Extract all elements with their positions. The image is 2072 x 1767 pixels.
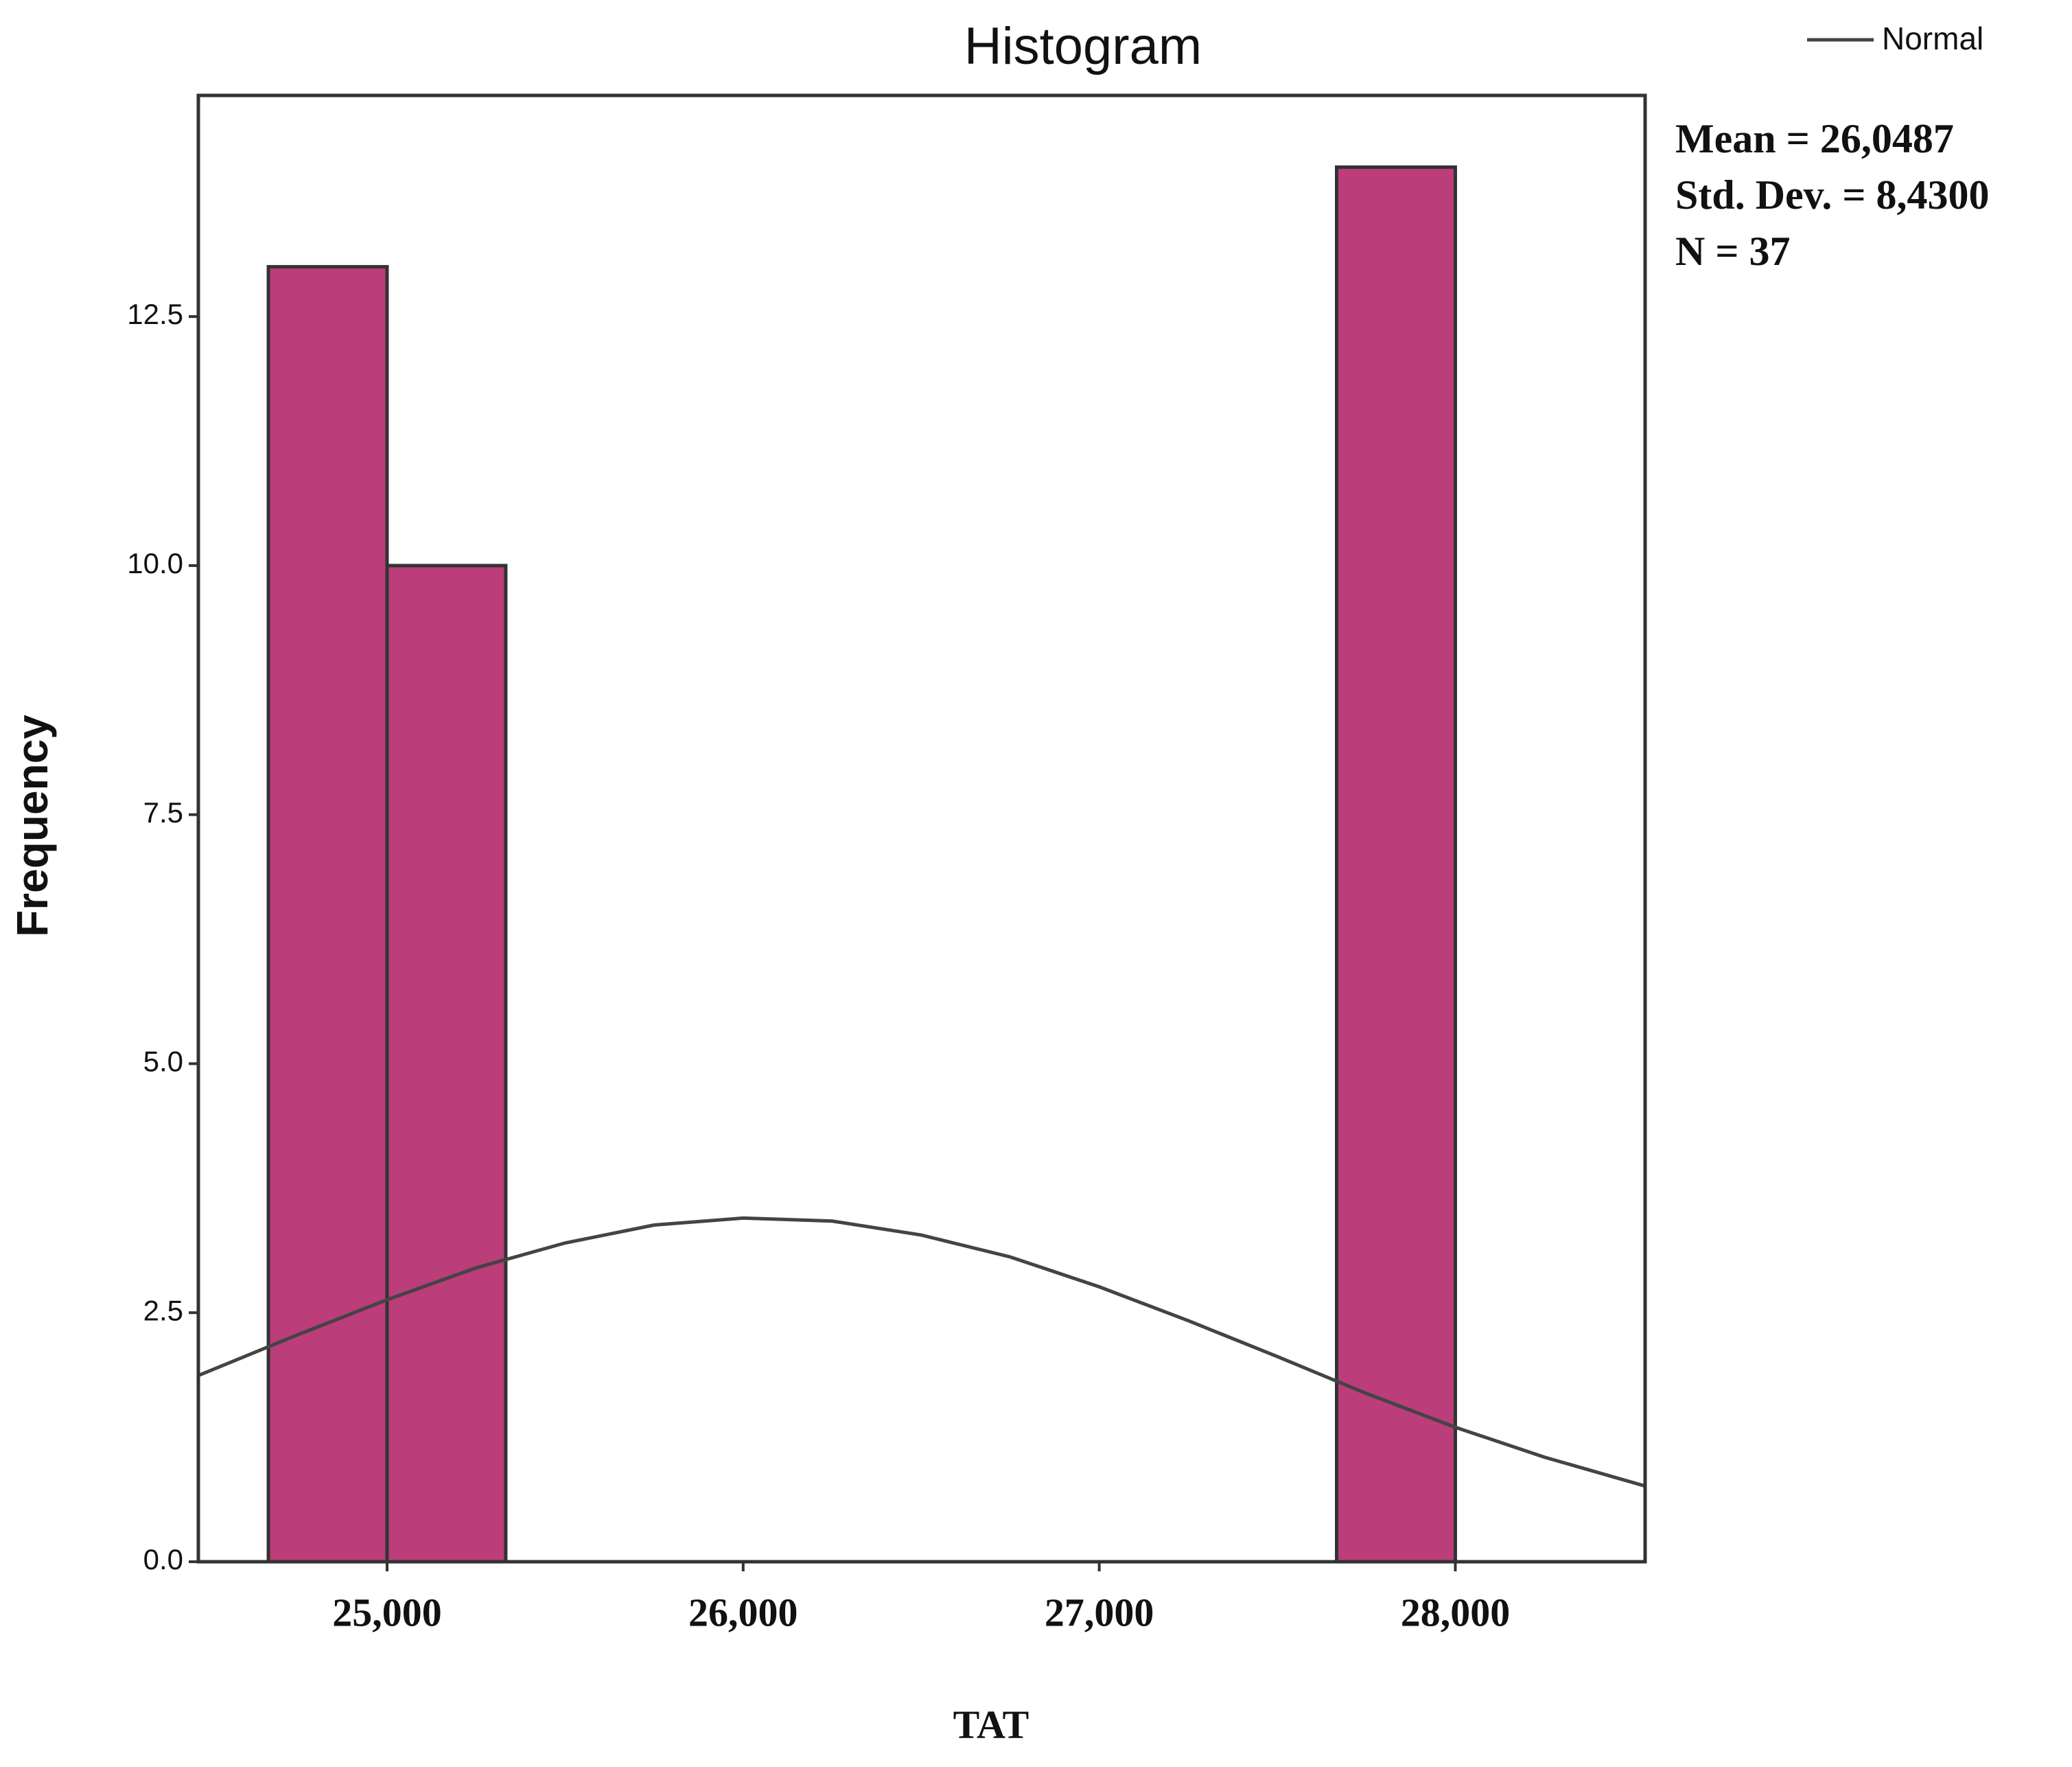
y-tick-label: 2.5	[143, 1294, 183, 1326]
chart-title: Histogram	[964, 17, 1202, 76]
x-tick-label: 25,000	[332, 1590, 442, 1635]
y-tick-label: 12.5	[127, 298, 183, 330]
y-axis-label: Frequency	[8, 715, 57, 937]
x-tick-label: 26,000	[688, 1590, 798, 1635]
bar	[266, 265, 389, 1564]
y-tick-label: 0.0	[143, 1543, 183, 1575]
legend-label: Normal	[1882, 21, 1983, 56]
y-tick-label: 7.5	[143, 796, 183, 829]
stat-text: Mean = 26,0487	[1675, 116, 1954, 161]
x-tick-label: 27,000	[1045, 1590, 1154, 1635]
y-tick-label: 5.0	[143, 1046, 183, 1078]
y-tick-label: 10.0	[127, 547, 183, 579]
stat-text: Std. Dev. = 8,4300	[1675, 172, 1990, 218]
plot-frame	[196, 93, 1647, 1564]
bar	[385, 564, 508, 1564]
x-tick-label: 28,000	[1401, 1590, 1511, 1635]
stat-text: N = 37	[1675, 229, 1791, 274]
normal-curve	[198, 1216, 1645, 1488]
x-axis-label: TAT	[953, 1702, 1029, 1746]
bar	[1335, 165, 1457, 1564]
